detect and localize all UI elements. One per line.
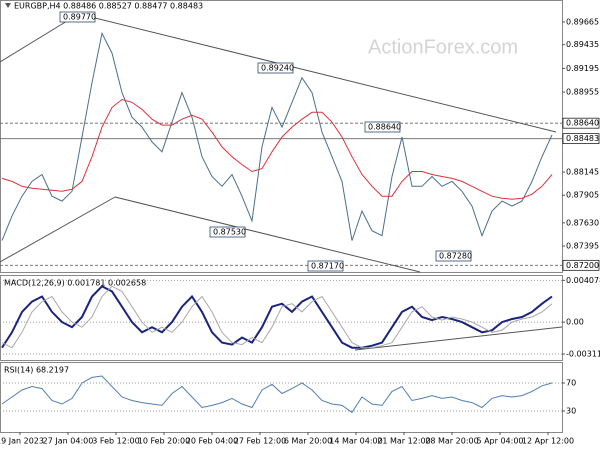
y-tick-label: 0.00 <box>566 318 584 327</box>
y-tick-label: 70 <box>566 379 576 388</box>
annotation-box <box>257 62 294 74</box>
x-tick-label: 19 Jan 2023 <box>0 437 44 446</box>
trend-line <box>0 196 116 263</box>
annotation-box <box>209 226 246 238</box>
x-tick-label: 27 Feb 12:00 <box>234 437 286 446</box>
y-tick-label: -0.003119 <box>566 350 600 359</box>
annotation-label: 0.88640 <box>368 123 401 132</box>
y-tick-label: 0.89665 <box>566 18 599 27</box>
level-box <box>562 117 600 129</box>
x-tick-label: 20 Feb 04:00 <box>186 437 238 446</box>
annotation-label: 0.87170 <box>311 262 344 271</box>
x-tick-label: 10 Feb 20:00 <box>138 437 190 446</box>
price-pane <box>0 0 563 273</box>
y-tick-label: 30 <box>566 407 576 416</box>
rsi-pane <box>0 362 563 433</box>
x-tick-label: 5 Apr 04:00 <box>476 437 523 446</box>
series-line <box>1 31 553 241</box>
annotation-label: 0.87280 <box>439 252 472 261</box>
x-tick-label: 27 Jan 04:00 <box>43 437 94 446</box>
y-tick-label: 0.004078 <box>566 276 600 285</box>
level-box <box>562 133 600 145</box>
y-tick-label: 0.89195 <box>566 64 599 73</box>
x-tick-label: 3 Feb 12:00 <box>92 437 139 446</box>
y-tick-label: 0.87395 <box>566 242 599 251</box>
trend-line <box>94 17 557 133</box>
x-tick-label: 28 Mar 20:00 <box>425 437 478 446</box>
series-line <box>1 285 553 349</box>
macd-title: MACD(12,26,9) 0.001781 0.002658 <box>4 279 146 288</box>
series-line <box>1 375 553 414</box>
trend-line <box>114 196 421 273</box>
title-icon <box>5 3 11 8</box>
annotation-box <box>435 250 472 262</box>
level-box <box>562 259 600 271</box>
watermark: ActionForex.com <box>368 36 518 58</box>
macd-pane <box>0 275 563 361</box>
y-tick-label: 0.89435 <box>566 40 599 49</box>
x-tick-label: 21 Mar 12:00 <box>377 437 430 446</box>
trend-line <box>0 17 73 63</box>
x-tick-label: 6 Mar 20:00 <box>284 437 332 446</box>
annotation-label: 0.89770 <box>63 13 96 22</box>
y-tick-label: 0.87905 <box>566 191 599 200</box>
x-tick-label: 14 Mar 04:00 <box>329 437 382 446</box>
series-line <box>1 285 553 349</box>
y-tick-label: 0.88145 <box>566 168 599 177</box>
annotation-label: 0.89240 <box>261 64 294 73</box>
y-tick-label: 0.88955 <box>566 88 599 97</box>
annotation-box <box>364 121 401 133</box>
y-tick-label: 0.87630 <box>566 218 599 227</box>
level-label: 0.88640 <box>566 119 599 128</box>
price-title: EURGBP,H4 0.88486 0.88527 0.88477 0.8848… <box>14 2 203 11</box>
annotation-box <box>307 260 344 272</box>
rsi-title: RSI(14) 68.2197 <box>4 366 69 375</box>
annotation-label: 0.87530 <box>213 228 246 237</box>
annotation-box <box>59 11 96 23</box>
level-label: 0.87200 <box>566 261 599 270</box>
level-label: 0.88483 <box>566 134 599 143</box>
series-line <box>1 98 553 200</box>
x-tick-label: 12 Apr 12:00 <box>522 437 574 446</box>
macd-trend-line <box>354 326 563 351</box>
trend-lines <box>0 17 563 351</box>
